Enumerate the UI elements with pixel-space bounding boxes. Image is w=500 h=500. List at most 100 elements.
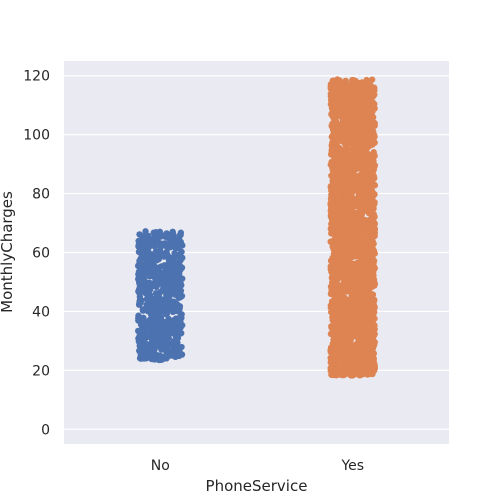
- data-point: [371, 84, 378, 91]
- data-point: [141, 275, 148, 283]
- data-point: [335, 234, 342, 242]
- y-tick-label: 60: [32, 246, 50, 262]
- data-point: [336, 101, 343, 108]
- data-point: [150, 229, 157, 236]
- data-point: [361, 91, 369, 98]
- data-point: [328, 238, 335, 246]
- data-point: [156, 270, 163, 277]
- data-point: [341, 112, 349, 119]
- data-point: [357, 117, 365, 124]
- data-point: [160, 232, 167, 240]
- data-point: [339, 151, 347, 158]
- data-point: [354, 284, 361, 292]
- data-point: [337, 169, 345, 177]
- data-point: [342, 368, 349, 376]
- data-point: [335, 295, 343, 302]
- data-point: [336, 342, 343, 349]
- data-point: [351, 350, 359, 357]
- data-point: [164, 327, 171, 334]
- data-point: [348, 126, 356, 133]
- data-point: [154, 249, 161, 256]
- data-point: [162, 310, 169, 318]
- data-point: [357, 98, 364, 105]
- data-point: [349, 142, 357, 149]
- data-point: [162, 342, 169, 349]
- data-point: [358, 146, 365, 154]
- data-point: [141, 333, 149, 340]
- data-point: [355, 323, 362, 330]
- data-point: [153, 280, 160, 288]
- data-point: [342, 343, 349, 350]
- data-point: [350, 105, 357, 112]
- data-point: [347, 111, 355, 119]
- data-point: [370, 276, 378, 283]
- data-point: [156, 352, 163, 359]
- data-point: [358, 318, 366, 325]
- data-point: [362, 128, 369, 135]
- data-point: [363, 166, 371, 174]
- data-point: [358, 354, 366, 361]
- data-point: [350, 79, 357, 86]
- data-point: [331, 336, 338, 343]
- data-point: [361, 121, 369, 129]
- data-point: [330, 220, 337, 227]
- data-point: [333, 90, 341, 97]
- data-point: [329, 79, 337, 86]
- data-point: [330, 171, 338, 178]
- data-point: [176, 349, 184, 356]
- data-point: [359, 308, 366, 315]
- data-point: [148, 309, 155, 316]
- data-point: [333, 249, 341, 256]
- data-point: [332, 369, 340, 376]
- data-point: [362, 177, 369, 184]
- data-point: [136, 298, 143, 305]
- data-point: [356, 364, 363, 371]
- data-point: [176, 258, 183, 265]
- data-point: [137, 255, 144, 263]
- data-point: [370, 257, 377, 264]
- data-point: [363, 171, 371, 179]
- data-point: [171, 341, 179, 348]
- y-axis-label: MonthlyCharges: [0, 191, 16, 313]
- data-point: [329, 206, 336, 214]
- data-point: [339, 225, 346, 233]
- data-point: [336, 80, 344, 87]
- data-point: [345, 299, 353, 306]
- data-point: [143, 301, 150, 308]
- data-point: [359, 139, 366, 146]
- data-point: [158, 240, 165, 247]
- data-point: [137, 351, 144, 358]
- data-point: [174, 287, 182, 294]
- data-point: [348, 231, 355, 238]
- data-point: [337, 253, 345, 261]
- data-point: [339, 161, 346, 168]
- data-point: [369, 163, 376, 170]
- data-point: [169, 351, 177, 358]
- data-point: [173, 336, 180, 343]
- x-axis-label: PhoneService: [206, 477, 308, 495]
- data-point: [371, 122, 378, 129]
- data-point: [350, 221, 358, 229]
- data-point: [348, 264, 355, 271]
- data-point: [136, 339, 143, 346]
- y-tick-label: 0: [41, 422, 50, 438]
- data-point: [144, 294, 151, 301]
- data-point: [338, 189, 345, 197]
- data-point: [352, 369, 360, 376]
- data-point: [351, 200, 359, 207]
- data-point: [147, 316, 154, 323]
- data-point: [138, 287, 146, 294]
- data-point: [135, 327, 142, 335]
- data-point: [360, 242, 367, 249]
- data-point: [171, 325, 178, 332]
- data-point: [351, 237, 359, 245]
- data-point: [363, 333, 370, 340]
- data-point: [330, 179, 337, 187]
- data-point: [358, 299, 366, 306]
- gridlines: [64, 75, 449, 430]
- data-point: [347, 361, 355, 369]
- data-point: [352, 345, 359, 352]
- data-point: [174, 303, 181, 311]
- data-point: [370, 138, 377, 145]
